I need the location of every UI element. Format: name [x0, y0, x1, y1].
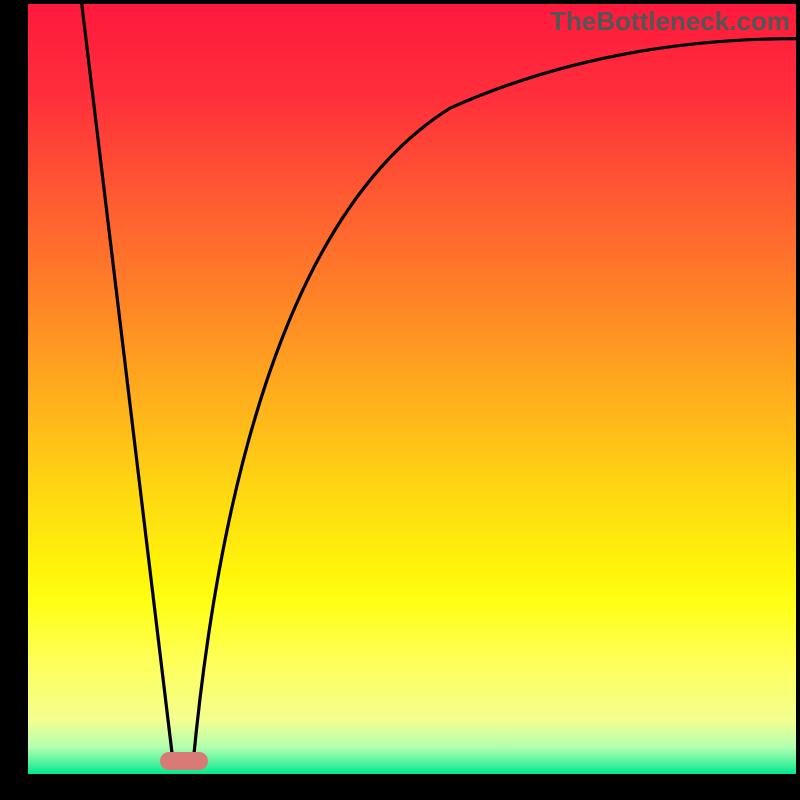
watermark-text: TheBottleneck.com: [550, 6, 790, 37]
right-branch-curve: [193, 39, 796, 763]
chart-frame: TheBottleneck.com: [0, 0, 800, 800]
left-branch-line: [82, 4, 173, 762]
curves-layer: [28, 4, 796, 774]
plot-area: TheBottleneck.com: [28, 4, 796, 774]
optimum-marker: [160, 752, 208, 770]
